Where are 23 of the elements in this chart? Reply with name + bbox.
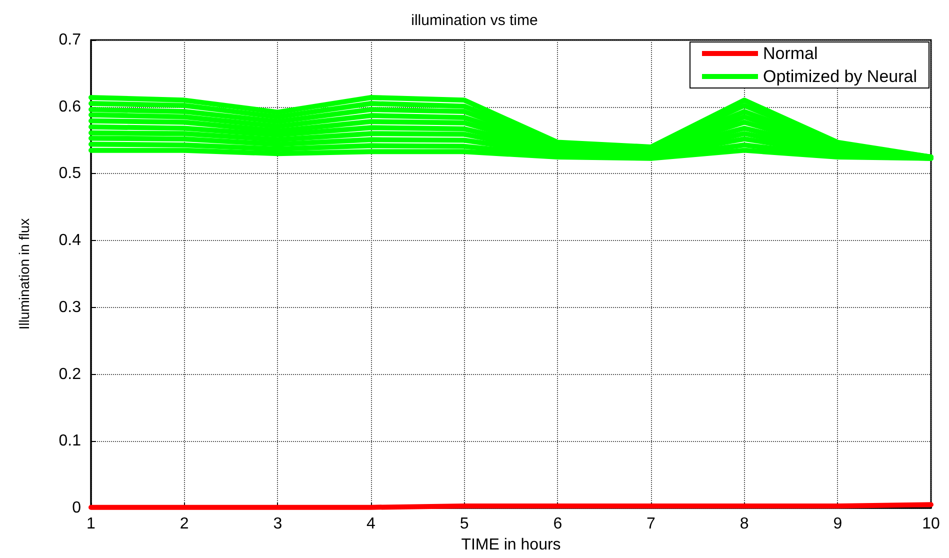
y-tick-label: 0.3 (58, 298, 82, 316)
x-tick-label: 7 (646, 516, 656, 532)
y-tick-label: 0.5 (58, 165, 82, 182)
y-tick-label: 0 (72, 500, 82, 516)
y-tick-label: 0.6 (58, 98, 82, 116)
x-tick-label: 6 (553, 516, 562, 532)
x-tick-label: 10 (922, 516, 940, 532)
legend-label: Normal (762, 44, 818, 63)
x-axis-title: TIME in hours (461, 536, 561, 554)
y-tick-label: 0.4 (58, 232, 82, 250)
x-tick-label: 5 (460, 516, 469, 532)
chart-title: illumination vs time (411, 12, 538, 29)
y-axis-title: Illumination in flux (16, 218, 32, 330)
x-tick-label: 8 (740, 516, 749, 532)
legend-label: Optimized by Neural (762, 67, 918, 86)
y-tick-label: 0.7 (58, 32, 82, 48)
x-tick-label: 3 (273, 516, 282, 532)
y-tick-label: 0.1 (58, 432, 82, 450)
x-tick-label: 9 (833, 516, 842, 532)
x-tick-label: 1 (86, 516, 96, 532)
x-tick-label: 2 (180, 516, 189, 532)
x-tick-label: 4 (366, 516, 376, 532)
y-tick-label: 0.2 (58, 366, 82, 383)
